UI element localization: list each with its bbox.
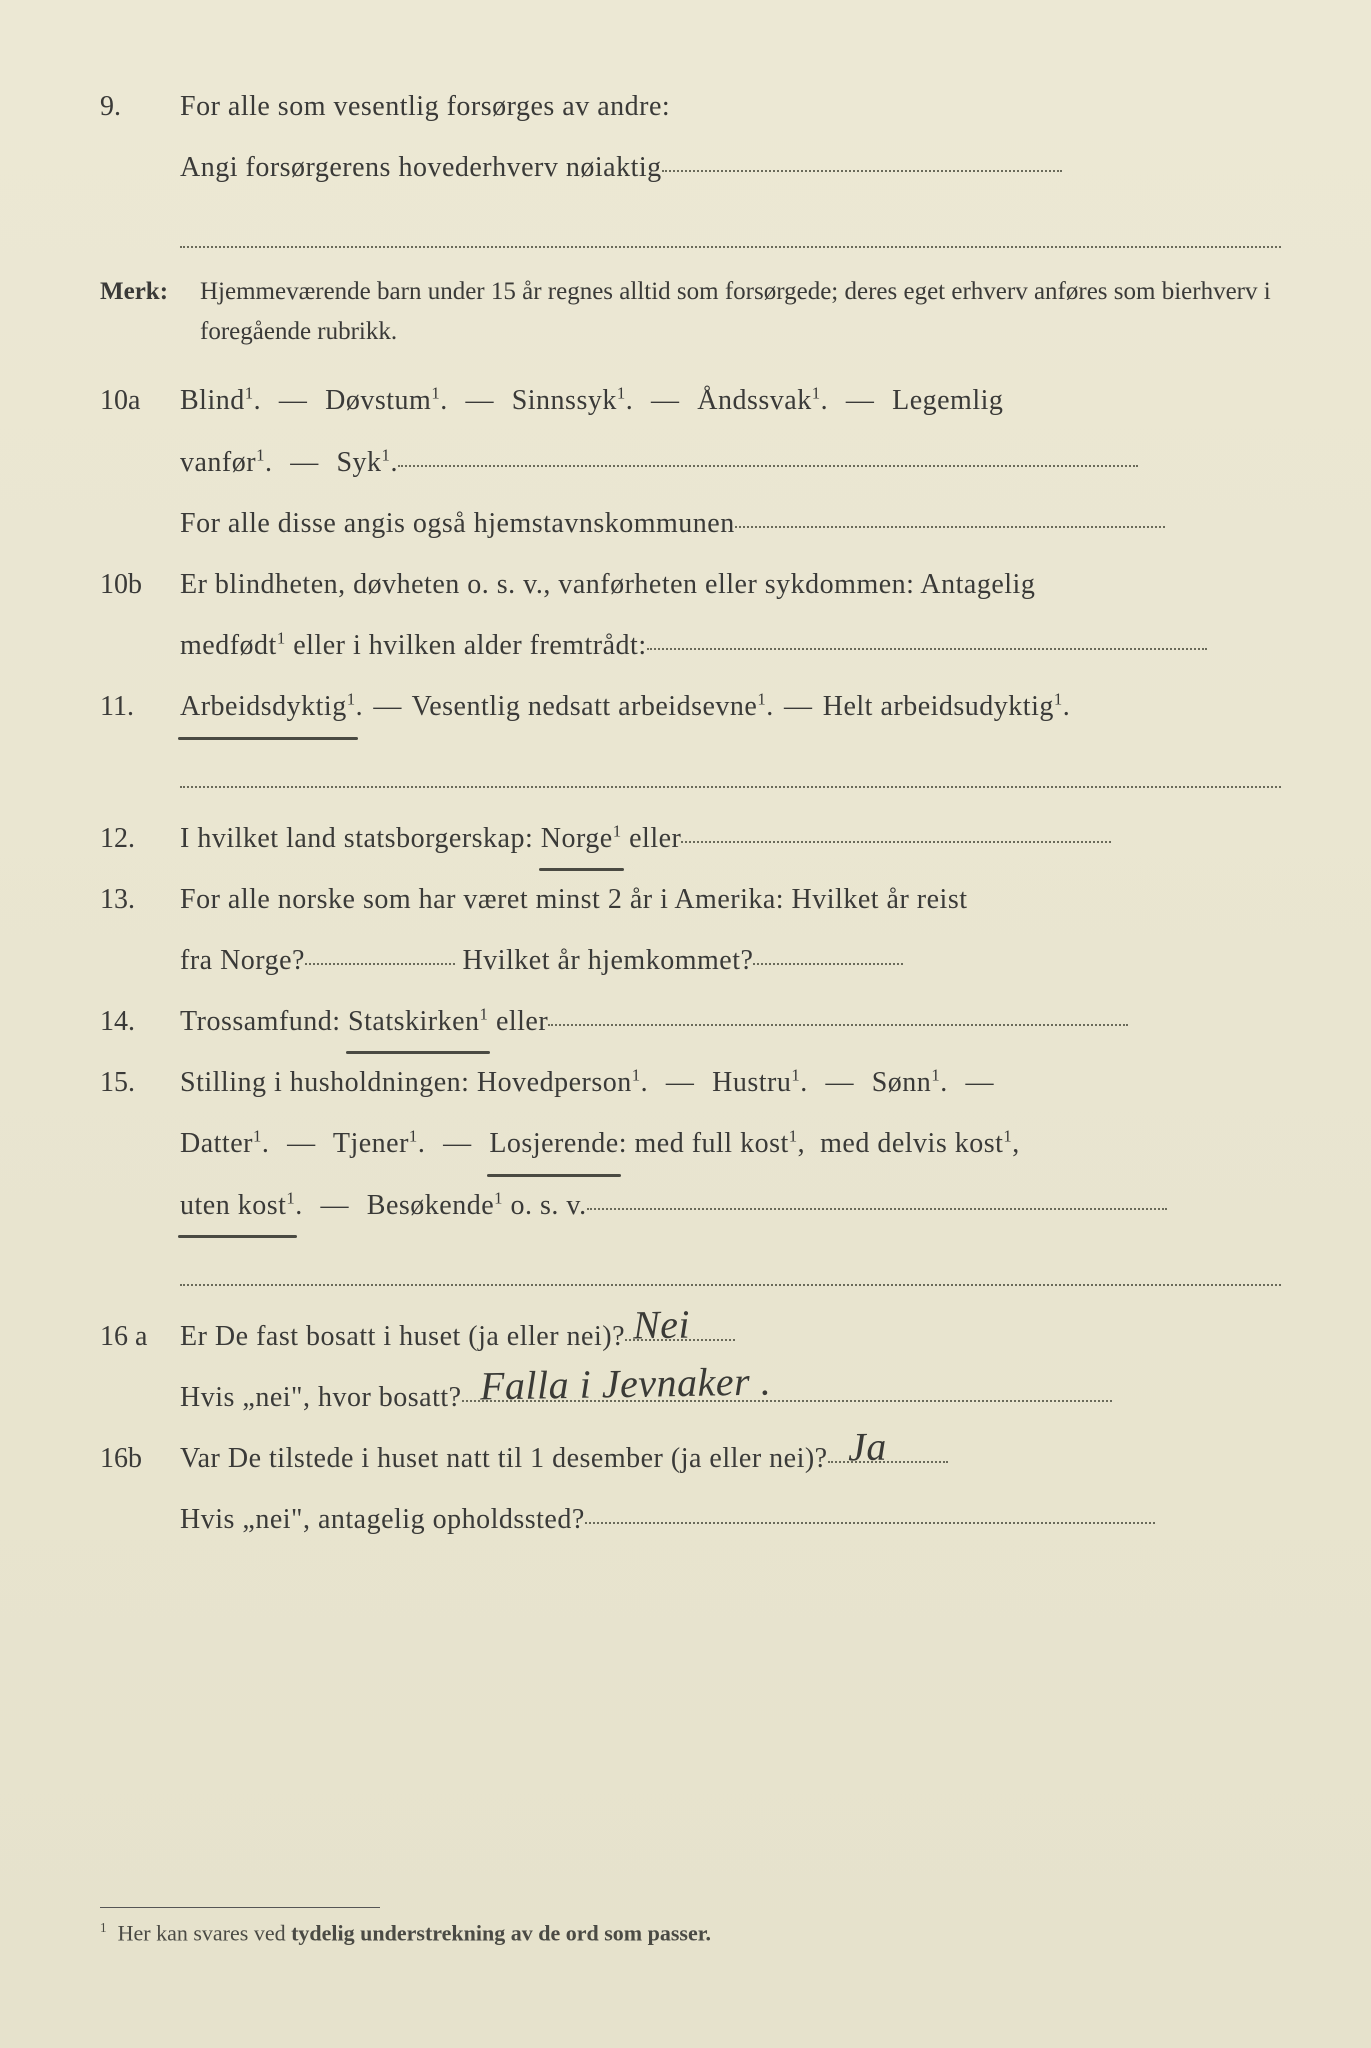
- q13-line1: For alle norske som har været minst 2 år…: [180, 873, 1281, 926]
- question-11: 11. Arbeidsdyktig1. — Vesentlig nedsatt …: [100, 680, 1281, 733]
- q15-opt-hustru: Hustru: [712, 1067, 791, 1098]
- q10a-opt-andssvak: Åndssvak: [697, 385, 811, 416]
- q16b-line2-pre: Hvis „nei", antagelig opholdssted?: [180, 1504, 585, 1535]
- q10b-medfodt: medfødt: [180, 630, 277, 661]
- question-13-line2: fra Norge? Hvilket år hjemkommet?: [100, 934, 1281, 987]
- fill-line: Falla i Jevnaker .: [462, 1372, 1112, 1402]
- q13-fra-norge: fra Norge?: [180, 945, 305, 976]
- q9-line1: For alle som vesentlig forsørges av andr…: [180, 80, 1281, 133]
- q15-pre: Stilling i husholdningen:: [180, 1067, 477, 1098]
- q10b-eller: eller i hvilken alder fremtrådt:: [293, 630, 646, 661]
- fill-line: [585, 1494, 1155, 1524]
- q9-number: 9.: [100, 80, 180, 133]
- q15-opt-sonn: Sønn: [872, 1067, 932, 1098]
- fill-line: [647, 620, 1207, 650]
- merk-text: Hjemmeværende barn under 15 år regnes al…: [200, 272, 1281, 352]
- question-9-line2: Angi forsørgerens hovederhverv nøiaktig: [100, 141, 1281, 194]
- question-10b: 10b Er blindheten, døvheten o. s. v., va…: [100, 558, 1281, 611]
- q10a-hjemstavn: For alle disse angis også hjemstavnskomm…: [180, 508, 735, 539]
- question-10b-line2: medfødt1 eller i hvilken alder fremtrådt…: [100, 619, 1281, 672]
- fill-line: [398, 437, 1138, 467]
- question-15: 15. Stilling i husholdningen: Hovedperso…: [100, 1056, 1281, 1109]
- fill-line: [662, 142, 1062, 172]
- question-10a: 10a Blind1. — Døvstum1. — Sinnssyk1. — Å…: [100, 374, 1281, 427]
- q10a-opt-dovstum: Døvstum: [325, 385, 431, 416]
- q15-tail-post: o. s. v.: [503, 1190, 587, 1221]
- fill-line: [753, 935, 903, 965]
- q14-pre: Trossamfund:: [180, 1006, 348, 1037]
- fill-line: [681, 813, 1111, 843]
- q12-number: 12.: [100, 812, 180, 865]
- q15-opt-datter: Datter: [180, 1128, 253, 1159]
- question-10a-line2: vanfør1. — Syk1.: [100, 436, 1281, 489]
- merk-label: Merk:: [100, 272, 200, 312]
- q16b-line1-pre: Var De tilstede i huset natt til 1 desem…: [180, 1443, 828, 1474]
- dotted-rule: [180, 1256, 1281, 1286]
- question-12: 12. I hvilket land statsborgerskap: Norg…: [100, 812, 1281, 865]
- q11-opt-udyktig: Helt arbeidsudyktig: [823, 691, 1054, 722]
- q15-number: 15.: [100, 1056, 180, 1109]
- q12-pre: I hvilket land statsborgerskap:: [180, 823, 541, 854]
- census-form-page: 9. For alle som vesentlig forsørges av a…: [0, 0, 1371, 2048]
- dotted-rule: [180, 758, 1281, 788]
- q10a-opt-syk: Syk: [336, 447, 381, 478]
- question-15-line2: Datter1. — Tjener1. — Losjerende: med fu…: [100, 1117, 1281, 1170]
- q15-opt-tjener: Tjener: [333, 1128, 409, 1159]
- fill-line: Ja: [828, 1433, 948, 1463]
- q14-post: eller: [496, 1006, 548, 1037]
- q10a-opt-vanfor: vanfør: [180, 447, 256, 478]
- q15-opt-losjerende: Losjerende: [489, 1117, 618, 1170]
- footnote-rule: [100, 1907, 380, 1908]
- q10a-opt-blind: Blind: [180, 385, 245, 416]
- q11-opt-arbeidsdyktig: Arbeidsdyktig1: [180, 680, 356, 733]
- question-16b: 16b Var De tilstede i huset natt til 1 d…: [100, 1432, 1281, 1485]
- question-15-line3: uten kost1. — Besøkende1 o. s. v.: [100, 1179, 1281, 1232]
- q13-hjemkommet: Hvilket år hjemkommet?: [462, 945, 753, 976]
- fill-line: [587, 1180, 1167, 1210]
- q14-number: 14.: [100, 995, 180, 1048]
- q15-opt-hovedperson: Hovedperson: [477, 1067, 632, 1098]
- q10b-number: 10b: [100, 558, 180, 611]
- q11-opt-nedsatt: Vesentlig nedsatt arbeidsevne: [412, 691, 758, 722]
- q13-number: 13.: [100, 873, 180, 926]
- merk-note: Merk: Hjemmeværende barn under 15 år reg…: [100, 272, 1281, 352]
- question-16a-line2: Hvis „nei", hvor bosatt?Falla i Jevnaker…: [100, 1371, 1281, 1424]
- question-14: 14. Trossamfund: Statskirken1 eller: [100, 995, 1281, 1048]
- q10a-opt-sinnssyk: Sinnssyk: [512, 385, 617, 416]
- question-10a-line3: For alle disse angis også hjemstavnskomm…: [100, 497, 1281, 550]
- fill-line: [305, 935, 455, 965]
- fill-line: [548, 996, 1128, 1026]
- q15-losj-suffix: : med full kost: [619, 1128, 789, 1159]
- q10b-text-a: Er blindheten, døvheten o. s. v., vanfør…: [180, 569, 920, 600]
- q15-besokende: Besøkende: [367, 1190, 494, 1221]
- q9-line2-text: Angi forsørgerens hovederhverv nøiaktig: [180, 152, 662, 183]
- q12-post: eller: [629, 823, 681, 854]
- q10a-number: 10a: [100, 374, 180, 427]
- footnote-text-a: Her kan svares ved: [118, 1920, 292, 1945]
- q15-opt-delvis-kost: med delvis kost: [820, 1128, 1003, 1159]
- q16b-number: 16b: [100, 1432, 180, 1485]
- q11-number: 11.: [100, 680, 180, 733]
- q14-opt-statskirken: Statskirken1: [348, 995, 488, 1048]
- q10a-opt-legemlig: Legemlig: [892, 385, 1003, 416]
- footnote-text-b: tydelig understrekning av de ord som pas…: [291, 1920, 711, 1945]
- q16a-line2-pre: Hvis „nei", hvor bosatt?: [180, 1382, 462, 1413]
- question-13: 13. For alle norske som har været minst …: [100, 873, 1281, 926]
- fill-line: Nei: [625, 1311, 735, 1341]
- q12-opt-norge: Norge1: [541, 812, 622, 865]
- q10b-text-b: Antagelig: [920, 569, 1035, 600]
- fill-line: [735, 498, 1165, 528]
- question-16b-line2: Hvis „nei", antagelig opholdssted?: [100, 1493, 1281, 1546]
- footnote: 1 Her kan svares ved tydelig understrekn…: [100, 1920, 1281, 1946]
- q16a-number: 16 a: [100, 1310, 180, 1363]
- footnote-marker: 1: [100, 1920, 107, 1935]
- question-9: 9. For alle som vesentlig forsørges av a…: [100, 80, 1281, 133]
- dotted-rule: [180, 218, 1281, 248]
- q16a-answer2: Falla i Jevnaker .: [479, 1343, 771, 1424]
- q15-opt-uten-kost: uten kost1: [180, 1179, 295, 1232]
- q16b-answer1: Ja: [847, 1409, 887, 1486]
